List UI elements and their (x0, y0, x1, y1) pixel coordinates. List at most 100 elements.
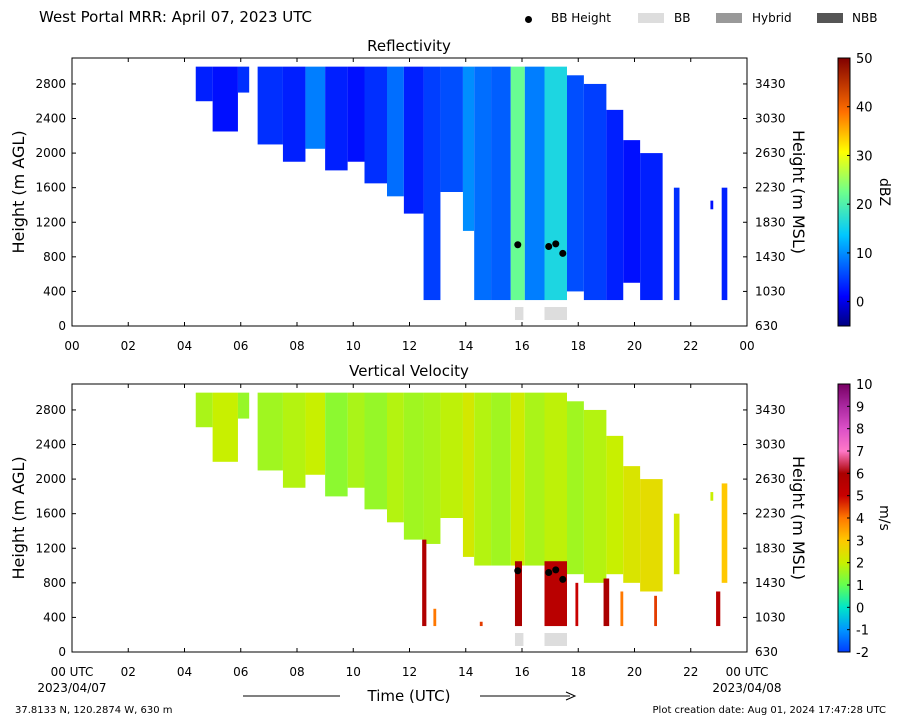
x-tick-label: 22 (683, 665, 698, 679)
x-tick-label: 14 (458, 665, 473, 679)
x-tick-label: 02 (121, 665, 136, 679)
plot-creation-date: Plot creation date: Aug 01, 2024 17:47:2… (652, 705, 886, 716)
x-tick-label: 00 UTC (726, 665, 769, 679)
y-tick-label: 800 (43, 576, 66, 590)
echo-column-21 (606, 109, 624, 301)
y-tick-label: 2000 (35, 146, 66, 160)
bb-height-point-3 (559, 575, 567, 583)
bb-height-point-1 (545, 242, 553, 250)
x-tick-label: 00 (739, 339, 754, 353)
echo-column-15 (491, 66, 511, 301)
fall-streak-2 (479, 621, 483, 627)
y-tick-label-right: 1430 (755, 250, 786, 264)
legend-nbb-label: NBB (852, 11, 878, 25)
time-axis-annotation: 2023/04/07 2023/04/08 Time (UTC) (37, 681, 781, 705)
y-tick-label-right: 630 (755, 645, 778, 659)
echo-column-18 (544, 66, 567, 301)
reflectivity-colorbar: 0 10 20 30 40 50 dBZ (837, 52, 892, 327)
colorbar-tick-label: 50 (856, 52, 873, 67)
echo-column-9 (387, 66, 404, 197)
y-tick-label: 400 (43, 284, 66, 298)
colorbar-label: m/s (876, 505, 892, 531)
echo-column-13 (462, 66, 475, 231)
x-tick-label: 04 (177, 339, 192, 353)
y-tick-label-right: 2230 (755, 181, 786, 195)
bb-height-point-0 (514, 241, 522, 249)
x-tick-label: 16 (514, 339, 529, 353)
fall-streak-5 (575, 582, 579, 627)
echo-column-22 (623, 466, 641, 583)
echo-column-8 (364, 66, 387, 184)
colorbar-tick-label: -1 (856, 624, 869, 639)
colorbar-tick-label: 10 (856, 378, 873, 393)
y-axis-label-right: Height (m MSL) (789, 456, 808, 580)
x-tick-label: 00 UTC (51, 665, 94, 679)
y-tick-label: 2400 (35, 438, 66, 452)
bb-period-0 (514, 633, 524, 646)
x-tick-label: 04 (177, 665, 192, 679)
x-tick-label: 08 (289, 665, 304, 679)
y-tick-label-right: 3030 (755, 438, 786, 452)
colorbar-gradient (837, 57, 851, 327)
y-tick-label: 2400 (35, 112, 66, 126)
echo-column-10 (403, 66, 424, 214)
colorbar-tick-label: -2 (856, 646, 869, 661)
bb-height-legend-marker (525, 16, 532, 23)
echo-column-26 (721, 483, 728, 583)
echo-column-14 (474, 392, 492, 566)
echo-column-12 (440, 392, 463, 518)
echo-column-4 (282, 392, 306, 488)
x-tick-label: 06 (233, 339, 248, 353)
y-tick-label-right: 1830 (755, 215, 786, 229)
velocity-panel-title: Vertical Velocity (349, 362, 469, 380)
y-tick-label: 1200 (35, 541, 66, 555)
colorbar-tick-label: 2 (856, 557, 864, 572)
echo-column-25 (710, 492, 714, 501)
echo-column-17 (524, 66, 545, 301)
y-tick-label-right: 1430 (755, 576, 786, 590)
echo-column-16 (510, 66, 525, 301)
echo-column-4 (282, 66, 306, 162)
colorbar-tick-label: 10 (856, 247, 873, 262)
colorbar-tick-label: 0 (856, 601, 864, 616)
bb-height-point-3 (559, 249, 567, 257)
y-tick-label: 2000 (35, 472, 66, 486)
colorbar-tick-label: 30 (856, 149, 873, 164)
y-tick-label-right: 2630 (755, 472, 786, 486)
x-tick-label: 16 (514, 665, 529, 679)
y-tick-label-right: 1030 (755, 284, 786, 298)
velocity-colorbar: -2 -1 0 1 2 3 4 5 6 7 8 9 10 m/s (837, 378, 892, 661)
y-tick-label-right: 2230 (755, 507, 786, 521)
echo-column-20 (583, 409, 607, 583)
y-tick-label-right: 1830 (755, 541, 786, 555)
echo-column-23 (640, 153, 663, 301)
echo-column-21 (606, 435, 624, 575)
y-tick-label: 2800 (35, 403, 66, 417)
fall-streak-6 (603, 578, 610, 627)
y-tick-label-right: 630 (755, 319, 778, 333)
colorbar-tick-label: 9 (856, 400, 864, 415)
legend-bb-label: BB (674, 11, 691, 25)
y-tick-label: 1600 (35, 181, 66, 195)
bb-height-point-0 (514, 567, 522, 575)
fall-streak-7 (620, 591, 624, 627)
bb-height-point-2 (552, 240, 560, 248)
echo-column-5 (305, 66, 326, 149)
y-tick-label: 800 (43, 250, 66, 264)
x-tick-label: 20 (627, 665, 642, 679)
echo-column-13 (462, 392, 475, 557)
bb-period-1 (544, 307, 567, 320)
y-tick-label: 0 (58, 319, 66, 333)
reflectivity-panel-title: Reflectivity (367, 37, 451, 55)
echo-column-6 (325, 66, 348, 171)
colorbar-tick-label: 4 (856, 512, 864, 527)
x-tick-label: 02 (121, 339, 136, 353)
echo-column-24 (673, 513, 680, 575)
echo-column-9 (387, 392, 404, 523)
echo-column-3 (257, 66, 283, 145)
echo-column-12 (440, 66, 463, 192)
y-tick-label: 2800 (35, 77, 66, 91)
y-axis-label-right: Height (m MSL) (789, 130, 808, 254)
y-tick-label: 400 (43, 610, 66, 624)
